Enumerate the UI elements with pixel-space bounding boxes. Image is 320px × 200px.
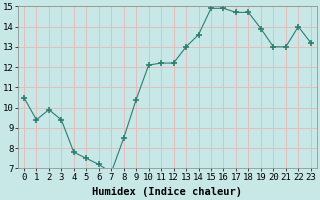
X-axis label: Humidex (Indice chaleur): Humidex (Indice chaleur): [92, 187, 242, 197]
